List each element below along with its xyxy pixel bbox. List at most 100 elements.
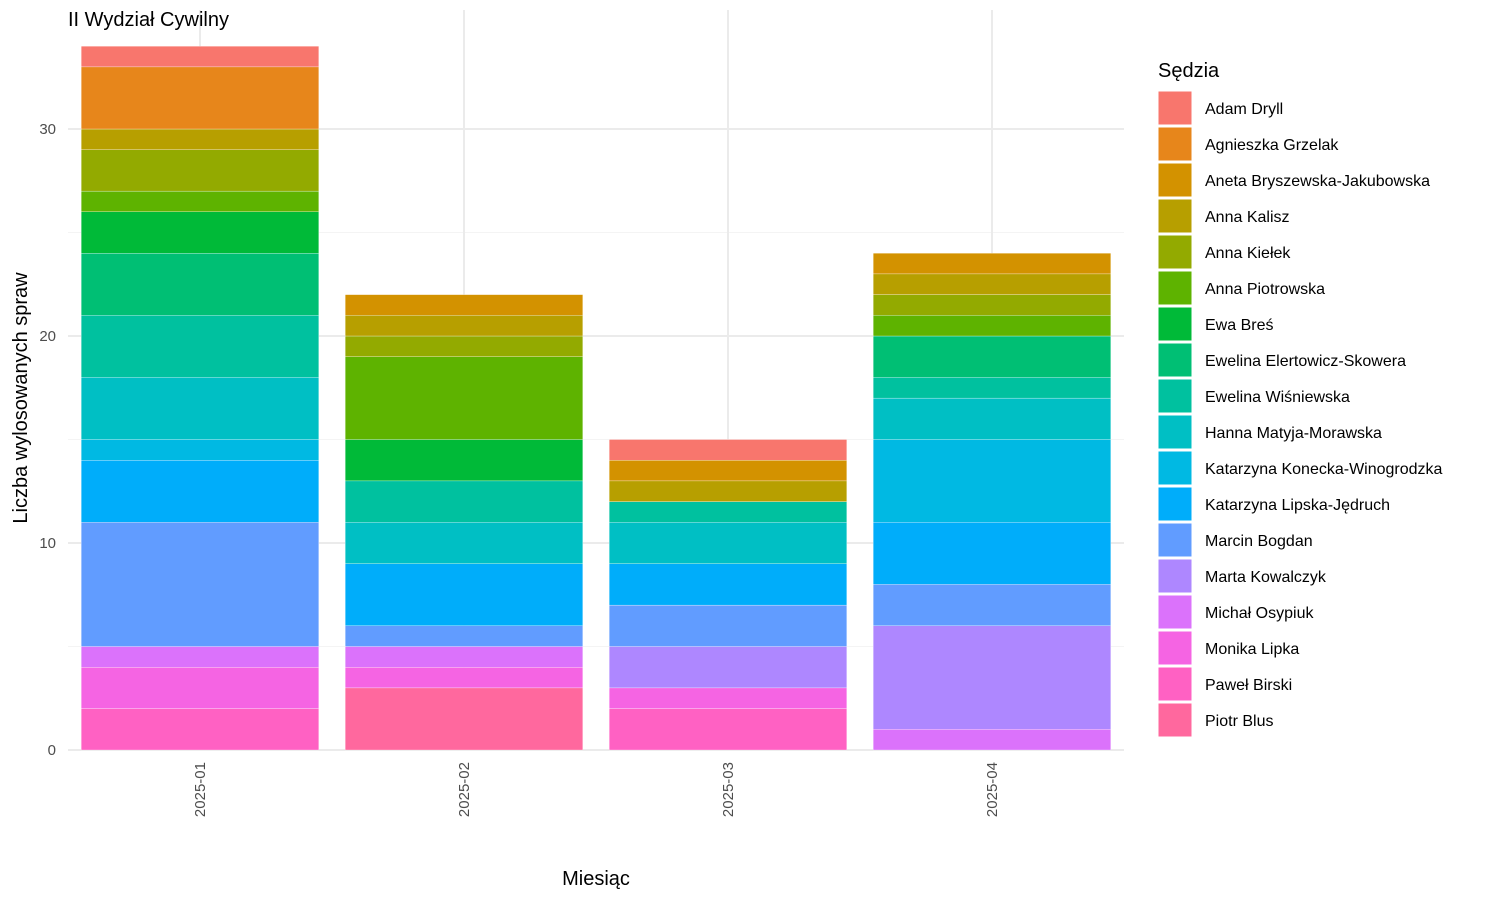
legend-label-katarzyna-lipska-jedruch: Katarzyna Lipska-Jędruch [1205, 497, 1390, 514]
legend-label-hanna-matyja-morawska: Hanna Matyja-Morawska [1205, 425, 1382, 442]
bar-segment-2025-01-michal-osypiuk [81, 646, 319, 668]
bar-segment-2025-03-hanna-matyja-morawska [609, 522, 847, 564]
bar-segment-2025-01-ewelina-elertowicz-skowera [81, 253, 319, 316]
bar-segment-2025-02-anna-kalisz [345, 315, 583, 337]
bar-segment-2025-02-monika-lipka [345, 667, 583, 689]
bar-segment-2025-03-anna-kalisz [609, 480, 847, 502]
bar-segment-2025-04-marcin-bogdan [873, 584, 1111, 626]
legend-key-anna-kielek [1157, 234, 1193, 270]
bar-segment-2025-01-agnieszka-grzelak [81, 66, 319, 130]
legend-label-monika-lipka: Monika Lipka [1205, 641, 1299, 658]
bar-segment-2025-02-aneta-bryszewska-jakubowska [345, 294, 583, 316]
legend-key-aneta-bryszewska-jakubowska [1157, 162, 1193, 198]
legend-key-katarzyna-konecka-winogrodzka [1157, 450, 1193, 486]
bar-segment-2025-01-anna-kalisz [81, 128, 319, 150]
bar-segment-2025-01-pawel-birski [81, 708, 319, 751]
bar-segment-2025-04-hanna-matyja-morawska [873, 397, 1111, 440]
legend-key-ewelina-elertowicz-skowera [1157, 342, 1193, 378]
bar-segment-2025-01-katarzyna-konecka-winogrodzka [81, 439, 319, 461]
y-tick-label: 0 [48, 742, 56, 759]
bar-segment-2025-01-katarzyna-lipska-jedruch [81, 460, 319, 523]
legend-key-adam-dryll [1157, 90, 1193, 126]
bar-segment-2025-01-adam-dryll [81, 46, 319, 68]
legend-label-anna-piotrowska: Anna Piotrowska [1205, 281, 1325, 298]
legend-label-michal-osypiuk: Michał Osypiuk [1205, 605, 1314, 622]
bar-segment-2025-04-katarzyna-konecka-winogrodzka [873, 439, 1111, 523]
bar-segment-2025-03-marcin-bogdan [609, 604, 847, 647]
bar-segment-2025-03-pawel-birski [609, 708, 847, 751]
bar-segment-2025-02-anna-kielek [345, 335, 583, 357]
legend-key-piotr-blus [1157, 702, 1193, 738]
bar-segment-2025-03-marta-kowalczyk [609, 646, 847, 689]
legend-key-ewa-bres [1157, 306, 1193, 342]
legend-label-anna-kalisz: Anna Kalisz [1205, 209, 1290, 226]
bar-segment-2025-04-aneta-bryszewska-jakubowska [873, 253, 1111, 275]
bar-segment-2025-03-ewelina-wisniewska [609, 501, 847, 523]
x-tick-label: 2025-04 [984, 762, 1001, 817]
legend-label-agnieszka-grzelak: Agnieszka Grzelak [1205, 137, 1339, 154]
bar-segment-2025-02-michal-osypiuk [345, 646, 583, 668]
legend-label-marta-kowalczyk: Marta Kowalczyk [1205, 569, 1327, 586]
legend-label-marcin-bogdan: Marcin Bogdan [1205, 533, 1313, 550]
legend-key-michal-osypiuk [1157, 594, 1193, 630]
bar-segment-2025-01-ewelina-wisniewska [81, 315, 319, 378]
legend-label-ewa-bres: Ewa Breś [1205, 317, 1273, 334]
legend-title: Sędzia [1158, 60, 1220, 82]
y-tick-label: 30 [39, 121, 56, 138]
bar-segment-2025-04-ewelina-wisniewska [873, 377, 1111, 399]
bar-segment-2025-04-katarzyna-lipska-jedruch [873, 522, 1111, 585]
bar-segment-2025-01-marcin-bogdan [81, 522, 319, 647]
legend: Sędzia Adam Dryll Agnieszka Grzelak Aneta … [1157, 60, 1443, 738]
bar-segment-2025-02-anna-piotrowska [345, 356, 583, 440]
legend-label-anna-kielek: Anna Kiełek [1205, 245, 1291, 262]
legend-label-adam-dryll: Adam Dryll [1205, 101, 1283, 118]
y-tick-label: 10 [39, 535, 56, 552]
bar-segment-2025-03-adam-dryll [609, 439, 847, 461]
bars [81, 46, 1111, 751]
bar-segment-2025-01-ewa-bres [81, 211, 319, 254]
legend-label-aneta-bryszewska-jakubowska: Aneta Bryszewska-Jakubowska [1205, 173, 1430, 190]
x-tick-label: 2025-01 [192, 762, 209, 817]
bar-segment-2025-04-ewelina-elertowicz-skowera [873, 335, 1111, 378]
legend-key-agnieszka-grzelak [1157, 126, 1193, 162]
y-axis-ticks: 0 10 20 30 [39, 121, 56, 759]
x-tick-label: 2025-03 [720, 762, 737, 817]
bar-segment-2025-01-anna-kielek [81, 149, 319, 192]
legend-key-anna-kalisz [1157, 198, 1193, 234]
bar-segment-2025-04-anna-kalisz [873, 273, 1111, 295]
x-tick-label: 2025-02 [456, 762, 473, 817]
legend-key-monika-lipka [1157, 630, 1193, 666]
x-axis-ticks: 2025-01 2025-02 2025-03 2025-04 [192, 762, 1001, 817]
chart-title: II Wydział Cywilny [68, 9, 229, 31]
bar-segment-2025-04-anna-kielek [873, 294, 1111, 316]
bar-segment-2025-02-marcin-bogdan [345, 625, 583, 647]
bar-segment-2025-03-aneta-bryszewska-jakubowska [609, 460, 847, 482]
legend-label-ewelina-wisniewska: Ewelina Wiśniewska [1205, 389, 1350, 406]
bar-segment-2025-03-monika-lipka [609, 687, 847, 709]
legend-key-marta-kowalczyk [1157, 558, 1193, 594]
legend-label-katarzyna-konecka-winogrodzka: Katarzyna Konecka-Winogrodzka [1205, 461, 1443, 478]
bar-segment-2025-03-katarzyna-lipska-jedruch [609, 563, 847, 606]
legend-key-ewelina-wisniewska [1157, 378, 1193, 414]
legend-key-marcin-bogdan [1157, 522, 1193, 558]
bar-segment-2025-01-anna-piotrowska [81, 190, 319, 212]
bar-segment-2025-04-marta-kowalczyk [873, 625, 1111, 730]
legend-key-hanna-matyja-morawska [1157, 414, 1193, 450]
bar-segment-2025-01-hanna-matyja-morawska [81, 377, 319, 440]
bar-segment-2025-04-anna-piotrowska [873, 315, 1111, 337]
bar-segment-2025-01-monika-lipka [81, 667, 319, 709]
bar-segment-2025-02-ewelina-wisniewska [345, 480, 583, 523]
bar-segment-2025-04-michal-osypiuk [873, 729, 1111, 751]
bar-segment-2025-02-katarzyna-lipska-jedruch [345, 563, 583, 626]
legend-key-pawel-birski [1157, 666, 1193, 702]
legend-key-anna-piotrowska [1157, 270, 1193, 306]
legend-key-katarzyna-lipska-jedruch [1157, 486, 1193, 522]
bar-segment-2025-02-piotr-blus [345, 687, 583, 751]
y-tick-label: 20 [39, 328, 56, 345]
legend-label-ewelina-elertowicz-skowera: Ewelina Elertowicz-Skowera [1205, 353, 1406, 370]
y-axis-title: Liczba wylosowanych spraw [10, 272, 32, 524]
x-axis-title: Miesiąc [562, 868, 630, 890]
bar-segment-2025-02-hanna-matyja-morawska [345, 522, 583, 564]
legend-label-pawel-birski: Paweł Birski [1205, 677, 1292, 694]
